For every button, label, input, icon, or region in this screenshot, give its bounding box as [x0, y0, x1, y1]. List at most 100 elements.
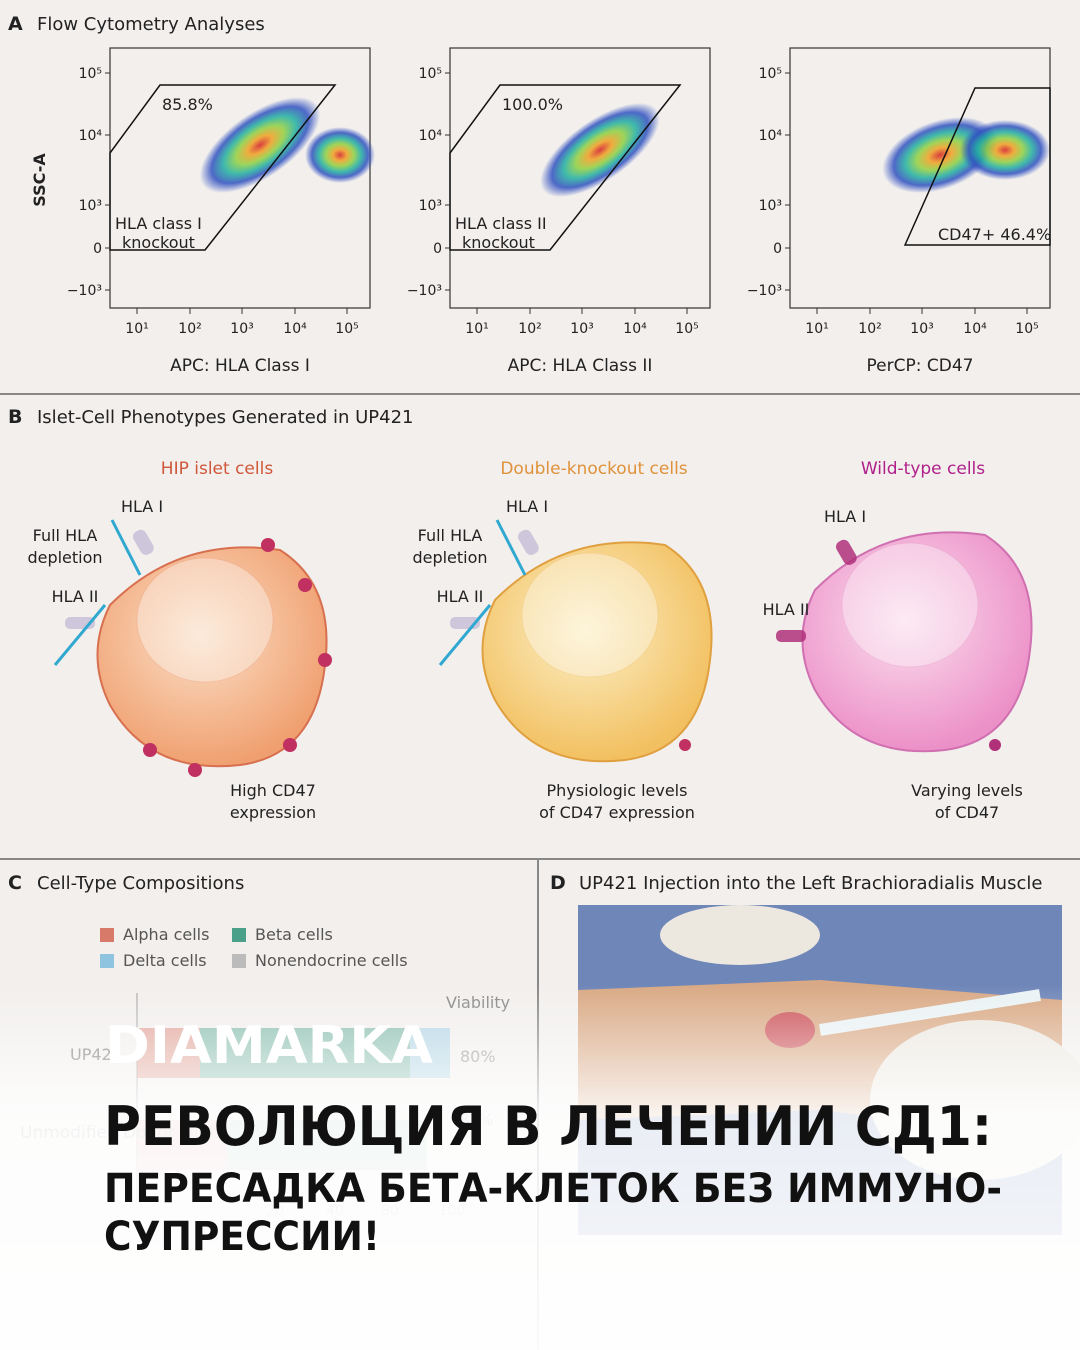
panel-title: Flow Cytometry Analyses [37, 14, 265, 35]
y-axis-label: SSC-A [30, 153, 49, 207]
x-tick-label: 10² [178, 321, 201, 337]
x-tick-label: 10¹ [125, 321, 148, 337]
hla-label: HLA I [121, 497, 163, 516]
depletion-label: Full HLA [418, 526, 483, 545]
cd47-protein [261, 538, 275, 552]
density-cloud [960, 120, 1050, 180]
x-tick-label: 10² [858, 321, 881, 337]
cd47-protein [143, 743, 157, 757]
fade-overlay [0, 985, 1080, 1350]
hla-label: HLA I [506, 497, 548, 516]
y-tick-label: 10⁵ [759, 66, 782, 82]
subheadline: ПЕРЕСАДКА БЕТА-КЛЕТОК БЕЗ ИММУНО- [104, 1166, 1002, 1212]
gate-value: 100.0% [502, 95, 563, 114]
knockout-mark [495, 519, 527, 576]
knockout-mark [110, 519, 142, 576]
cd47-protein [679, 739, 691, 751]
gate-label: knockout [122, 233, 195, 252]
legend-label: Delta cells [123, 951, 207, 970]
x-tick-label: 10⁵ [1015, 321, 1038, 337]
x-axis-label: PerCP: CD47 [867, 356, 974, 376]
gate-value: CD47+ 46.4% [938, 225, 1051, 244]
cd47-label: Varying levels [911, 781, 1023, 800]
brand-logo: DIAMARKA [105, 1016, 433, 1076]
x-axis-label: APC: HLA Class I [170, 356, 310, 376]
panel-letter: B [8, 406, 22, 428]
cell-title: HIP islet cells [161, 459, 274, 479]
legend-label: Nonendocrine cells [255, 951, 408, 970]
figure: A Flow Cytometry Analyses SSC-A 10⁵ 10⁴ 10³ 0 −… [0, 13, 1080, 1350]
knockout-mark [53, 604, 107, 666]
hla-label: HLA I [824, 507, 866, 526]
y-tick-label: −10³ [67, 283, 102, 299]
x-tick-label: 10³ [570, 321, 593, 337]
nucleus [136, 557, 274, 683]
hla-receptor [518, 529, 539, 555]
density-cloud [540, 102, 660, 198]
y-tick-label: 10⁵ [419, 66, 442, 82]
legend-swatch [232, 928, 246, 942]
subheadline: СУПРЕССИИ! [104, 1214, 380, 1260]
x-tick-label: 10⁵ [335, 321, 358, 337]
nucleus [521, 552, 659, 678]
panel-letter: A [8, 13, 23, 35]
x-tick-label: 10⁵ [675, 321, 698, 337]
depletion-label: depletion [27, 548, 102, 567]
cd47-protein [298, 578, 312, 592]
density-cloud [305, 127, 375, 183]
gate [109, 84, 337, 251]
hla-label: HLA II [52, 587, 99, 606]
cell-body [96, 546, 328, 768]
cd47-protein [318, 653, 332, 667]
gate-label: HLA class II [455, 214, 547, 233]
cd47-label: High CD47 [230, 781, 316, 800]
cell-body [801, 531, 1033, 753]
cell-title: Double-knockout cells [500, 459, 687, 479]
depletion-label: depletion [412, 548, 487, 567]
gate-label: knockout [462, 233, 535, 252]
x-tick-label: 10³ [910, 321, 933, 337]
panel-letter: C [8, 872, 22, 894]
hla-label: HLA II [437, 587, 484, 606]
panel-title: Islet-Cell Phenotypes Generated in UP421 [37, 407, 413, 428]
legend-label: Beta cells [255, 925, 333, 944]
cd47-label: expression [230, 803, 316, 822]
x-tick-label: 10⁴ [963, 321, 987, 337]
panel-title: Cell-Type Compositions [37, 873, 244, 894]
cd47-label: of CD47 expression [539, 803, 695, 822]
legend-swatch [100, 954, 114, 968]
y-tick-label: 10⁵ [79, 66, 102, 82]
cd47-label: of CD47 [935, 803, 999, 822]
cd47-protein [283, 738, 297, 752]
hla-receptor [776, 630, 806, 642]
hla-receptor [133, 529, 154, 555]
x-tick-label: 10³ [230, 321, 253, 337]
hla-receptor [835, 539, 857, 565]
hla-label: HLA II [763, 600, 810, 619]
x-tick-label: 10¹ [465, 321, 488, 337]
depletion-label: Full HLA [33, 526, 98, 545]
legend-label: Alpha cells [123, 925, 209, 944]
x-tick-label: 10² [518, 321, 541, 337]
y-tick-label: 10³ [79, 198, 102, 214]
x-tick-label: 10⁴ [283, 321, 307, 337]
x-axis-label: APC: HLA Class II [508, 356, 653, 376]
y-tick-label: −10³ [747, 283, 782, 299]
y-tick-label: 0 [433, 241, 442, 257]
nucleus [841, 542, 979, 668]
gate [903, 87, 1051, 246]
cell-body [481, 541, 713, 763]
headline: РЕВОЛЮЦИЯ В ЛЕЧЕНИИ СД1: [104, 1095, 992, 1158]
y-tick-label: 10⁴ [759, 128, 783, 144]
y-tick-label: 0 [93, 241, 102, 257]
y-tick-label: 10³ [759, 198, 782, 214]
density-cloud [199, 97, 321, 193]
y-tick-label: −10³ [407, 283, 442, 299]
y-tick-label: 10⁴ [419, 128, 443, 144]
y-tick-label: 0 [773, 241, 782, 257]
gate-value: 85.8% [162, 95, 213, 114]
glove [660, 905, 820, 965]
cell-title: Wild-type cells [861, 459, 985, 479]
gate [449, 84, 682, 251]
knockout-mark [438, 604, 492, 666]
